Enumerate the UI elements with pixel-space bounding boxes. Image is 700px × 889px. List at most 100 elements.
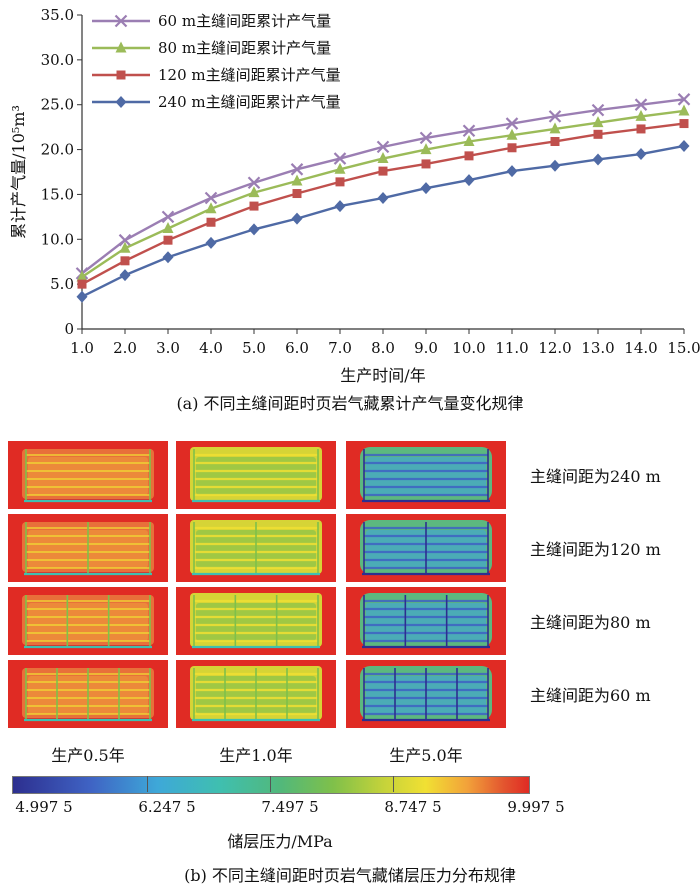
x-tick-label: 9.0 (414, 339, 438, 357)
caption-a: (a) 不同主缝间距时页岩气藏累计产气量变化规律 (176, 394, 524, 413)
x-axis-label: 生产时间/年 (340, 366, 425, 385)
pressure-colorbar (12, 776, 530, 794)
series-point (679, 119, 689, 129)
x-tick-label: 5.0 (242, 339, 266, 357)
x-tick-label: 10.0 (452, 339, 485, 357)
series-point (506, 128, 518, 140)
series-point (678, 104, 690, 116)
series-point (333, 152, 347, 165)
series-point (120, 256, 130, 266)
legend-label: 60 m主缝间距累计产气量 (158, 12, 331, 30)
series-point (163, 235, 173, 245)
series-point (462, 124, 476, 138)
series-point (678, 139, 690, 152)
series-point (205, 236, 217, 249)
series-point (548, 110, 562, 123)
series-point (205, 202, 217, 214)
pressure-map-svg (176, 660, 336, 728)
series-point (677, 93, 691, 106)
pressure-map-svg (176, 587, 336, 655)
legend-label: 240 m主缝间距累计产气量 (158, 93, 341, 111)
y-tick-label: 5.0 (50, 275, 74, 293)
pressure-map-panel (176, 514, 336, 582)
pressure-map-row-label: 主缝间距为60 m (530, 686, 651, 705)
series-point (206, 217, 216, 227)
legend-label: 80 m主缝间距累计产气量 (158, 39, 331, 57)
pressure-map-svg (176, 441, 336, 509)
series-point (549, 122, 561, 134)
series-point (119, 269, 131, 282)
pressure-map-panel (176, 441, 336, 509)
series-point (377, 192, 389, 205)
colorbar-tick-label: 4.997 5 (15, 798, 73, 816)
legend-swatch-marker (114, 14, 128, 28)
y-tick-label: 0 (64, 320, 74, 338)
series-3 (76, 139, 690, 303)
series-point (505, 117, 519, 130)
y-tick-label: 35.0 (41, 6, 74, 24)
pressure-map-svg (8, 660, 168, 728)
y-tick-label: 20.0 (41, 141, 74, 159)
series-point (118, 233, 132, 247)
series-point (506, 165, 518, 178)
pressure-map-svg (8, 514, 168, 582)
series-point (635, 148, 647, 161)
colorbar-tick (147, 776, 148, 792)
pressure-map-row-label: 主缝间距为120 m (530, 540, 661, 559)
series-point (635, 109, 647, 121)
y-tick-label: 15.0 (41, 185, 74, 203)
series-point (335, 177, 345, 187)
y-tick-label: 30.0 (41, 51, 74, 69)
pressure-map-row-label: 主缝间距为80 m (530, 613, 651, 632)
legend-label: 120 m主缝间距累计产气量 (158, 66, 341, 84)
x-tick-label: 11.0 (495, 339, 528, 357)
x-tick-label: 2.0 (113, 339, 137, 357)
series-point (420, 182, 432, 195)
pressure-map-svg (346, 660, 506, 728)
x-tick-label: 7.0 (328, 339, 352, 357)
series-point (291, 212, 303, 225)
colorbar-tick-label: 7.497 5 (261, 798, 319, 816)
series-point (592, 116, 604, 128)
pressure-map-svg (176, 514, 336, 582)
colorbar-tick-label: 6.247 5 (138, 798, 196, 816)
x-tick-label: 8.0 (371, 339, 395, 357)
colorbar-title: 储层压力/MPa (227, 832, 333, 851)
colorbar-tick (393, 776, 394, 792)
series-point (419, 131, 433, 145)
pressure-map-svg (346, 441, 506, 509)
x-tick-label: 12.0 (538, 339, 571, 357)
series-point (591, 103, 605, 117)
pressure-map-panel (176, 587, 336, 655)
series-point (334, 162, 346, 174)
pressure-map-panel (346, 660, 506, 728)
colorbar-tick-label: 8.747 5 (384, 798, 442, 816)
caption-b: (b) 不同主缝间距时页岩气藏储层压力分布规律 (184, 866, 516, 885)
series-1 (76, 104, 690, 282)
cumulative-gas-chart: 0 5.0 10.0 15.0 20.0 25.0 30.0 35.0 1.0 2.0 3.0 4.… (9, 6, 700, 385)
series-point (378, 166, 388, 176)
series-point (76, 270, 88, 282)
legend-entry: 120 m主缝间距累计产气量 (92, 66, 341, 84)
colorbar-tick (270, 776, 271, 792)
legend-swatch-marker (116, 70, 126, 80)
series-point (463, 174, 475, 187)
pressure-map-panel (8, 514, 168, 582)
x-tick-label: 15.0 (667, 339, 700, 357)
series-point (507, 143, 517, 153)
pressure-map-panel (8, 441, 168, 509)
series-point (76, 290, 88, 303)
series-point (636, 124, 646, 134)
x-tick-label: 1.0 (70, 339, 94, 357)
series-point (593, 129, 603, 139)
legend-entry: 80 m主缝间距累计产气量 (92, 39, 331, 57)
pressure-map-panel (346, 514, 506, 582)
series-point (162, 222, 174, 234)
legend-swatch-marker (115, 41, 127, 53)
series-point (377, 152, 389, 164)
pressure-map-svg (346, 514, 506, 582)
legend-entry: 60 m主缝间距累计产气量 (92, 12, 331, 30)
y-tick-label: 10.0 (41, 230, 74, 248)
series-point (550, 136, 560, 146)
legend-entry: 240 m主缝间距累计产气量 (92, 93, 341, 111)
